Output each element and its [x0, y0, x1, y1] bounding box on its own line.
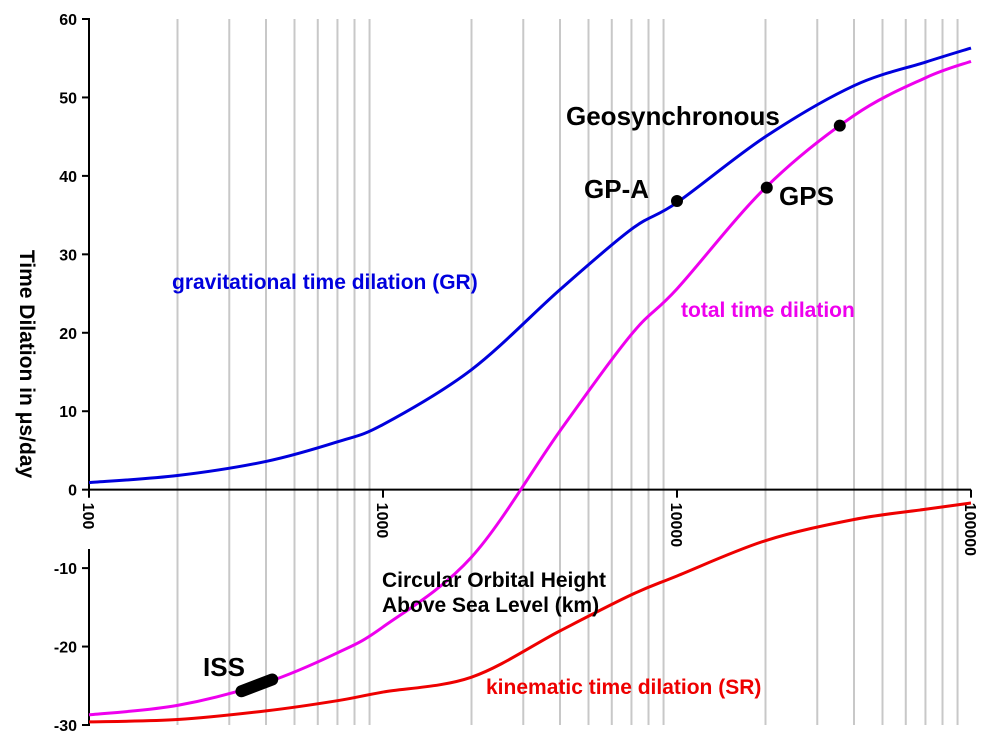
point-label-geosynchronous: Geosynchronous	[566, 101, 780, 131]
y-tick-label: -10	[54, 561, 77, 578]
series-line-sr	[88, 501, 972, 724]
x-tick-label: 100	[79, 503, 96, 530]
curves	[88, 46, 972, 724]
y-tick-label: 20	[59, 326, 77, 343]
series-label-sr: kinematic time dilation (SR)	[486, 676, 761, 699]
grid-lines	[176, 19, 959, 725]
series-label-gr: gravitational time dilation (GR)	[172, 271, 478, 294]
y-tick-label: -30	[54, 718, 77, 735]
y-tick-label: 30	[59, 247, 77, 264]
y-axis-label: Time Dilation in μs/day	[15, 250, 38, 479]
y-tick-label: 60	[59, 12, 77, 29]
x-tick-label: 100000	[961, 503, 978, 556]
series-line-gr	[88, 46, 972, 485]
marks	[235, 119, 846, 698]
point-geosynchronous	[833, 119, 846, 132]
x-axis-label-line2: Above Sea Level (km)	[382, 594, 599, 617]
x-tick-label: 1000	[373, 503, 390, 539]
point-gpa	[671, 194, 683, 207]
point-label-gps: GPS	[779, 181, 834, 211]
x-axis-label-line1: Circular Orbital Height	[382, 569, 606, 592]
labels: Time Dilation in μs/day Circular Orbital…	[15, 101, 855, 699]
segment-label-iss: ISS	[203, 652, 245, 682]
y-tick-label: -20	[54, 640, 77, 657]
point-gps	[760, 181, 773, 194]
y-tick-label: 40	[59, 169, 77, 186]
y-tick-label: 10	[59, 404, 77, 421]
x-tick-label: 10000	[667, 503, 684, 548]
iss-segment	[235, 673, 279, 698]
point-label-gpa: GP-A	[584, 174, 649, 204]
y-tick-label: 0	[68, 483, 77, 500]
series-label-total: total time dilation	[681, 299, 855, 322]
y-tick-label: 50	[59, 90, 77, 107]
